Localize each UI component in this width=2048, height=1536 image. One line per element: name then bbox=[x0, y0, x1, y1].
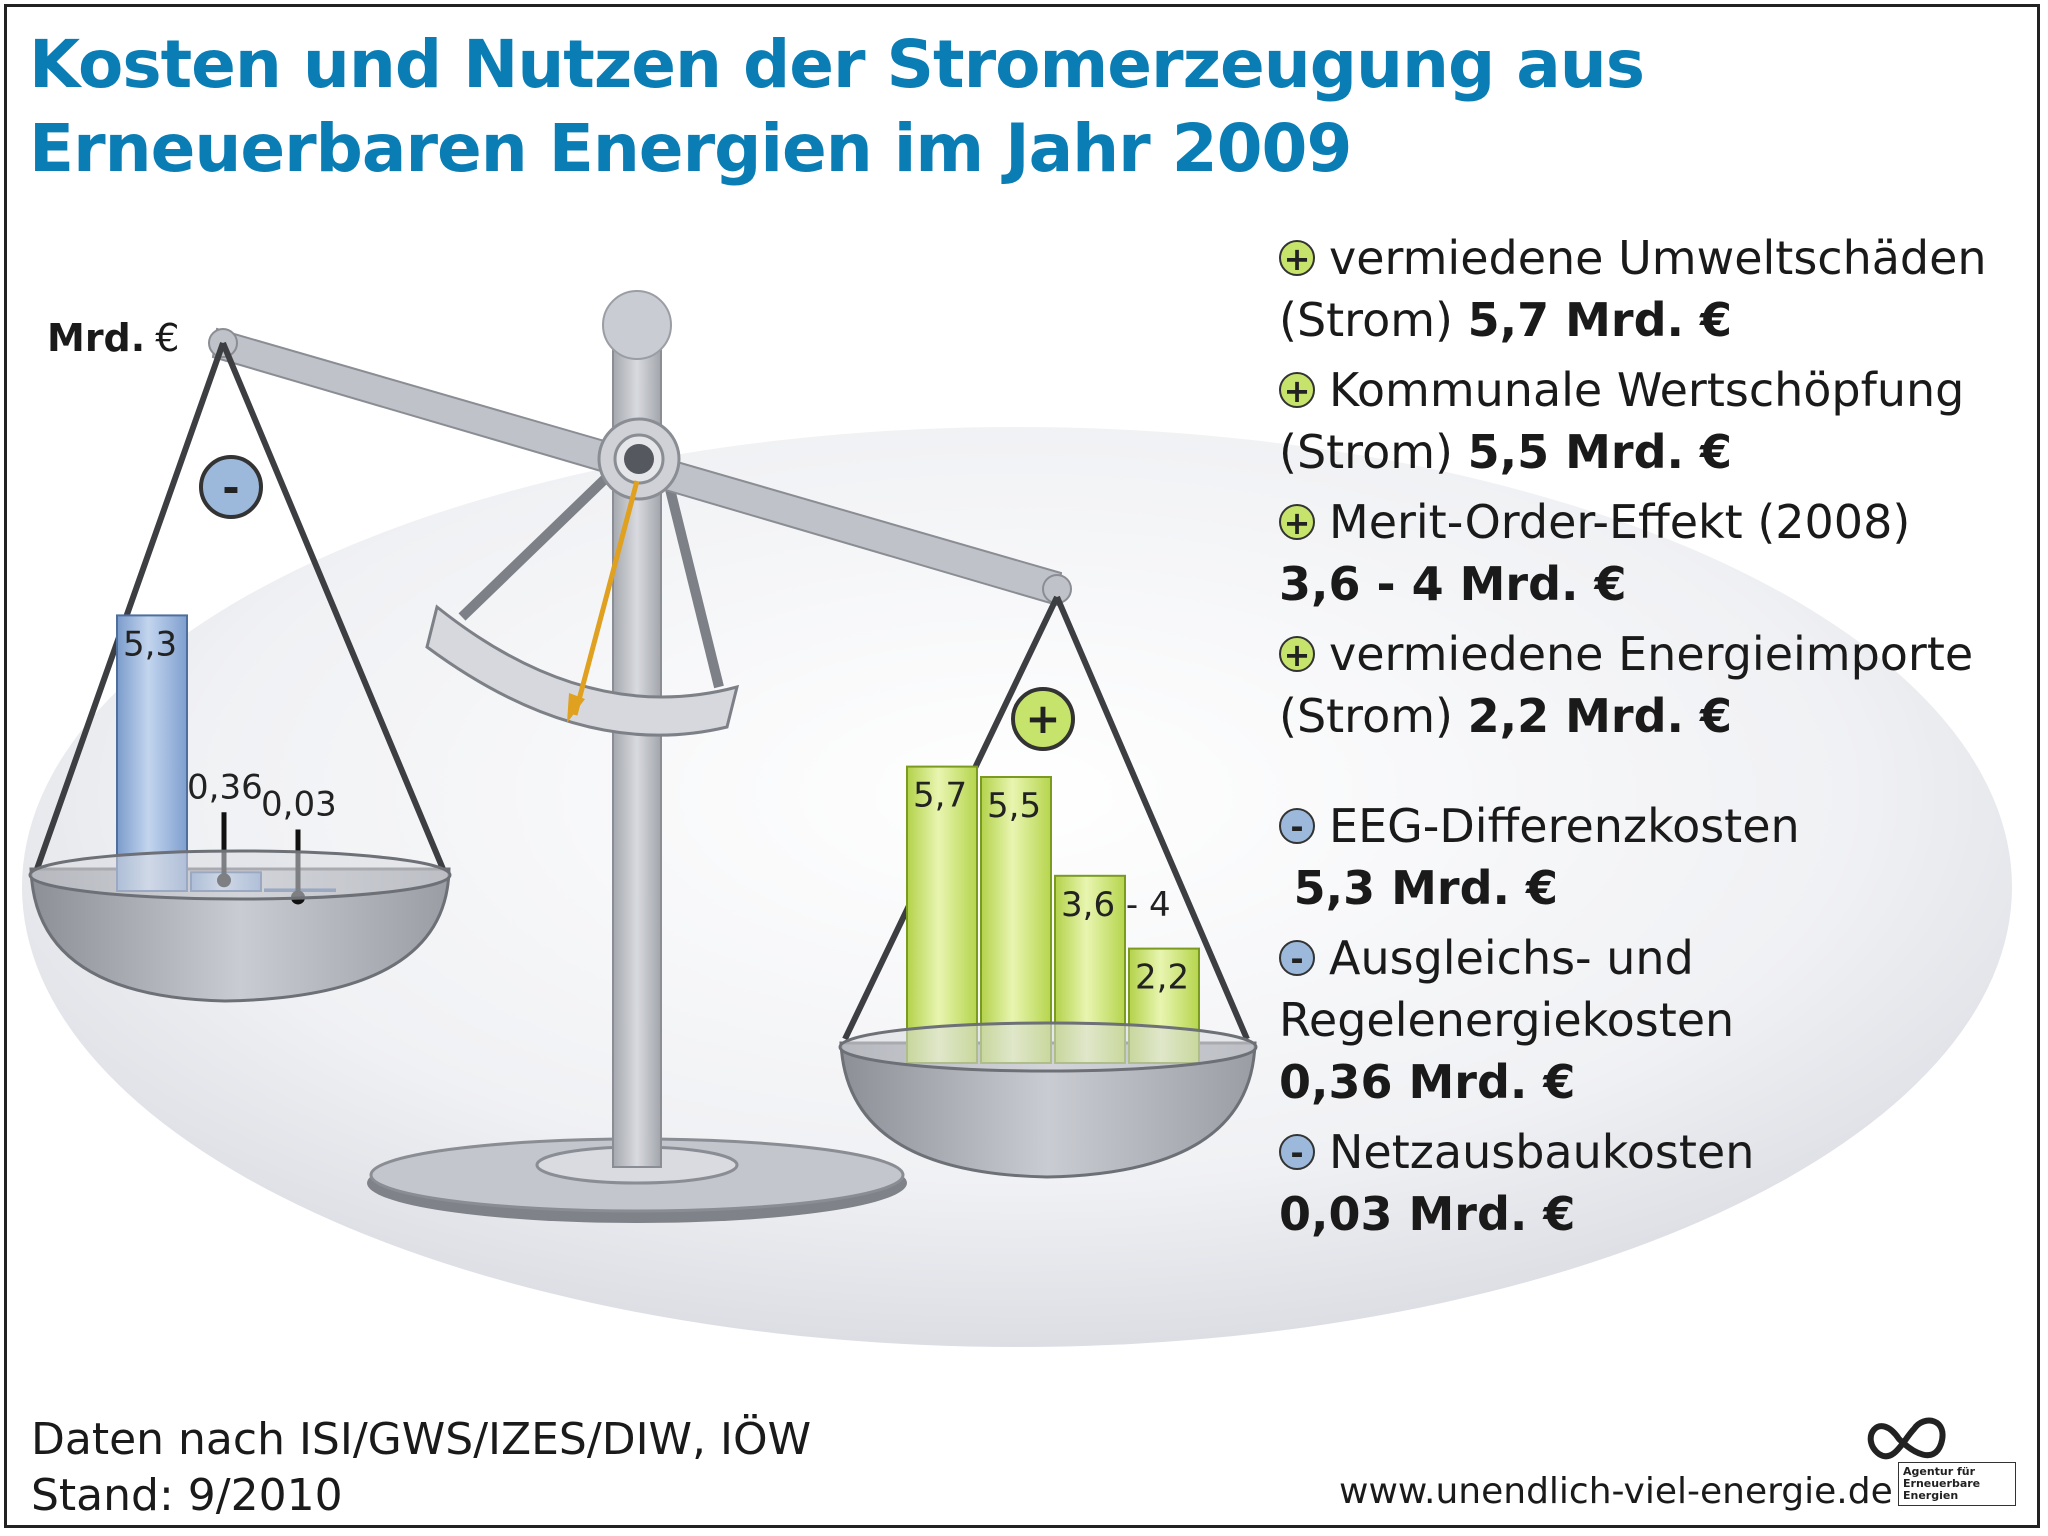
legend-item-eeg: - EEG-Differenzkosten 5,3 Mrd. € bbox=[1279, 795, 2037, 919]
legend-item-energieimporte: + vermiedene Energieimporte (Strom) 2,2 M… bbox=[1279, 623, 2037, 747]
legend-item-merit-order: + Merit-Order-Effekt (2008) 3,6 - 4 Mrd. … bbox=[1279, 491, 2037, 615]
logo-text: Agentur für Erneuerbare Energien bbox=[1898, 1462, 2016, 1506]
plus-icon bbox=[1011, 687, 1075, 751]
minus-circle-icon: - bbox=[1279, 939, 1315, 976]
plus-circle-icon: + bbox=[1279, 239, 1315, 276]
cost-bar-label-0: 5,3 bbox=[123, 624, 177, 664]
plus-circle-icon: + bbox=[1279, 503, 1315, 540]
legend-text: Kommunale Wertschöpfung bbox=[1329, 363, 1965, 417]
right-pan-string-2 bbox=[1054, 595, 1250, 1041]
balance-scale-chart: 5,3 0,360,03 5,7 5,5 3,6 - 4 2,2 - + Mrd. € bbox=[22, 290, 2012, 1347]
benefit-bar-label-2: 3,6 - 4 bbox=[1061, 885, 1171, 925]
infinity-logo-icon bbox=[1867, 1417, 1946, 1460]
axis-unit-label: Mrd. € bbox=[47, 316, 179, 360]
page-title: Kosten und Nutzen der Stromerzeugung aus… bbox=[29, 23, 1645, 191]
plus-symbol-text: + bbox=[1025, 694, 1060, 743]
benefit-bar-0 bbox=[906, 765, 978, 1064]
legend-amount: 5,3 Mrd. € bbox=[1293, 861, 1559, 915]
pivot-center bbox=[624, 444, 654, 474]
cost-bar-label-2: 0,03 bbox=[261, 784, 337, 824]
scale-knob bbox=[602, 290, 672, 360]
legend-prefix: (Strom) bbox=[1279, 425, 1453, 479]
legend-amount: 5,7 Mrd. € bbox=[1467, 293, 1732, 347]
minus-circle-icon: - bbox=[1279, 1133, 1315, 1170]
minus-icon bbox=[199, 455, 263, 519]
left-pan-rim bbox=[28, 849, 452, 901]
gauge-arc bbox=[425, 604, 740, 737]
source-line-2: Stand: 9/2010 bbox=[31, 1470, 343, 1521]
legend-text: vermiedene Umweltschäden bbox=[1329, 231, 1987, 285]
website-url[interactable]: www.unendlich-viel-energie.de bbox=[1339, 1471, 1893, 1512]
right-pan bbox=[839, 1041, 1257, 1179]
plus-circle-icon: + bbox=[1279, 371, 1315, 408]
axis-unit-symbol: € bbox=[155, 316, 179, 360]
left-pan-string-2 bbox=[220, 341, 446, 871]
benefit-bar-1 bbox=[980, 776, 1052, 1064]
title-line-2: Erneuerbaren Energien im Jahr 2009 bbox=[29, 110, 1352, 187]
legend: + vermiedene Umweltschäden (Strom) 5,7 Mr… bbox=[1279, 227, 2037, 1253]
left-pan-string-1 bbox=[34, 341, 226, 871]
needle bbox=[572, 480, 640, 716]
legend-text-line2: Regelenergiekosten bbox=[1279, 993, 1735, 1047]
minus-circle-icon: - bbox=[1279, 807, 1315, 844]
legend-prefix: (Strom) bbox=[1279, 689, 1453, 743]
legend-amount: 5,5 Mrd. € bbox=[1467, 425, 1732, 479]
legend-text: Merit-Order-Effekt (2008) bbox=[1329, 495, 1911, 549]
right-pan-rim bbox=[838, 1021, 1258, 1073]
legend-amount: 3,6 - 4 Mrd. € bbox=[1279, 557, 1627, 611]
cost-bar-0 bbox=[116, 614, 188, 893]
legend-amount: 2,2 Mrd. € bbox=[1467, 689, 1732, 743]
infographic-frame: 5,3 0,36 0,03 5,7 5,5 3,6 - 4 2,2 - + Mrd. € K… bbox=[4, 4, 2040, 1528]
plus-circle-icon: + bbox=[1279, 635, 1315, 672]
strut-right bbox=[662, 475, 724, 689]
legend-item-ausgleich: - Ausgleichs- und Regelenergiekosten 0,36… bbox=[1279, 927, 2037, 1113]
benefit-bar-label-1: 5,5 bbox=[987, 786, 1041, 826]
legend-prefix: (Strom) bbox=[1279, 293, 1453, 347]
cost-bar-label-1: 0,36 bbox=[187, 767, 263, 807]
benefit-bar-label-3: 2,2 bbox=[1135, 958, 1189, 998]
legend-text: Ausgleichs- und bbox=[1329, 931, 1694, 985]
legend-item-umweltschaeden: + vermiedene Umweltschäden (Strom) 5,7 Mr… bbox=[1279, 227, 2037, 351]
legend-item-wertschoepfung: + Kommunale Wertschöpfung (Strom) 5,5 Mrd… bbox=[1279, 359, 2037, 483]
source-line-1: Daten nach ISI/GWS/IZES/DIW, IÖW bbox=[31, 1414, 812, 1465]
legend-text: EEG-Differenzkosten bbox=[1329, 799, 1800, 853]
axis-unit-bold: Mrd. bbox=[47, 316, 145, 360]
legend-text: vermiedene Energieimporte bbox=[1329, 627, 1974, 681]
left-pan bbox=[29, 867, 451, 1003]
minus-symbol-text: - bbox=[222, 463, 239, 512]
strut-left bbox=[458, 473, 611, 621]
legend-amount: 0,03 Mrd. € bbox=[1279, 1187, 1576, 1241]
benefit-bar-label-0: 5,7 bbox=[913, 776, 967, 816]
source-note: Daten nach ISI/GWS/IZES/DIW, IÖW Stand: … bbox=[31, 1412, 811, 1524]
legend-amount: 0,36 Mrd. € bbox=[1279, 1055, 1576, 1109]
title-line-1: Kosten und Nutzen der Stromerzeugung aus bbox=[29, 26, 1645, 103]
legend-text: Netzausbaukosten bbox=[1329, 1125, 1755, 1179]
needle-tip bbox=[567, 693, 585, 723]
legend-item-netzausbau: - Netzausbaukosten 0,03 Mrd. € bbox=[1279, 1121, 2037, 1245]
